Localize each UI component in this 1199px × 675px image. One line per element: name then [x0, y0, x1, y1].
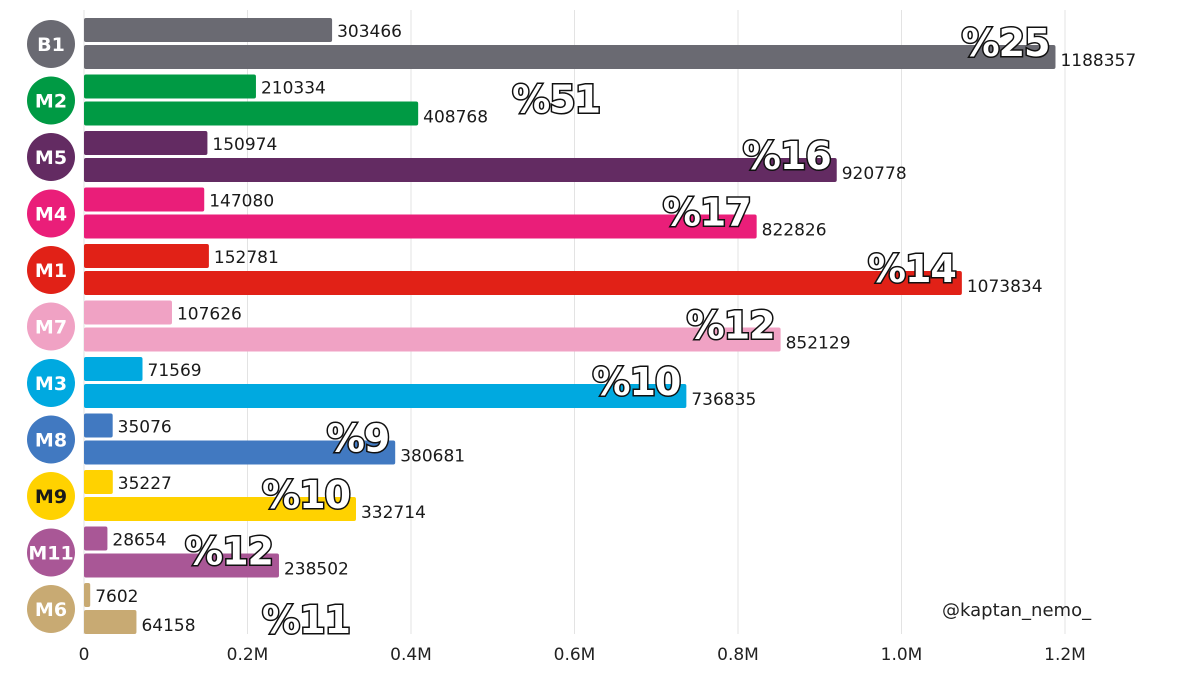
data-label-series2: 736835 — [691, 390, 756, 410]
line-badge-circle — [27, 585, 75, 633]
line-badge-circle — [27, 246, 75, 294]
data-label-series1: 71569 — [148, 361, 202, 381]
data-label-series1: 210334 — [261, 79, 326, 99]
data-label-series1: 303466 — [337, 22, 402, 42]
bar-series2 — [84, 497, 356, 521]
x-tick-label: 0.8M — [717, 645, 759, 665]
watermark-text: @kaptan_nemo_ — [942, 600, 1092, 621]
percent-label: %17 — [663, 191, 751, 235]
percent-label: %12 — [185, 530, 273, 574]
line-badge-label: M8 — [35, 430, 67, 452]
data-label-series2: 332714 — [361, 503, 426, 523]
line-badge-circle — [27, 189, 75, 238]
data-label-series1: 150974 — [212, 135, 277, 155]
line-badge-circle — [27, 20, 75, 68]
line-badge-label: M3 — [35, 373, 67, 395]
line-badge-label: M2 — [35, 91, 67, 113]
x-tick-label: 0.6M — [554, 645, 596, 665]
bar-series2 — [84, 327, 781, 352]
data-label-series1: 35227 — [118, 474, 172, 494]
bar-series1 — [84, 526, 108, 551]
line-badge-circle — [27, 528, 75, 577]
line-badge-label: M6 — [35, 599, 67, 621]
line-badge-circle — [27, 76, 75, 125]
bar-series1 — [84, 583, 91, 607]
data-label-series1: 147080 — [209, 192, 274, 212]
bar-series2 — [84, 45, 1056, 69]
percent-label: %10 — [262, 473, 350, 517]
line-badge-label: M9 — [35, 486, 67, 508]
bar-series1 — [84, 74, 256, 99]
percent-label: %16 — [743, 134, 831, 178]
bar-series2 — [84, 214, 757, 239]
bar-series1 — [84, 357, 143, 381]
bar-series2 — [84, 440, 396, 465]
bar-series2 — [84, 271, 962, 295]
x-tick-label: 1.0M — [881, 645, 923, 665]
percent-label: %10 — [592, 360, 680, 404]
bar-series2 — [84, 384, 687, 408]
bar-series1 — [84, 187, 205, 212]
bar-series1 — [84, 244, 209, 268]
data-label-series2: 852129 — [786, 334, 851, 354]
line-badge-label: B1 — [37, 34, 65, 56]
data-label-series2: 822826 — [762, 221, 827, 241]
x-tick-label: 1.2M — [1044, 645, 1086, 665]
data-label-series2: 64158 — [141, 616, 195, 636]
line-badge-label: M7 — [35, 317, 67, 339]
data-label-series2: 1073834 — [967, 277, 1043, 297]
data-label-series2: 1188357 — [1060, 51, 1136, 71]
percent-label: %51 — [512, 78, 600, 122]
bar-series1 — [84, 18, 333, 42]
percent-label: %9 — [327, 417, 390, 461]
line-badge-circle — [27, 472, 75, 520]
line-badge-circle — [27, 302, 75, 351]
bar-series1 — [84, 413, 113, 438]
line-badge-label: M4 — [35, 204, 67, 226]
percent-label: %14 — [868, 247, 956, 291]
line-badge-label: M11 — [28, 543, 73, 565]
line-badge-label: M1 — [35, 260, 67, 282]
data-label-series1: 107626 — [177, 305, 242, 325]
bar-series1 — [84, 131, 208, 155]
data-label-series1: 28654 — [112, 531, 166, 551]
data-label-series2: 380681 — [400, 447, 465, 467]
data-label-series2: 920778 — [842, 164, 907, 184]
percent-label: %11 — [262, 598, 350, 642]
data-label-series1: 152781 — [214, 248, 279, 268]
bar-series1 — [84, 470, 113, 494]
bar-series2 — [84, 553, 279, 578]
data-label-series2: 408768 — [423, 108, 488, 128]
bar-series2 — [84, 158, 837, 182]
x-tick-label: 0 — [79, 645, 90, 665]
bar-series1 — [84, 300, 172, 325]
line-badge-circle — [27, 359, 75, 407]
bar-series2 — [84, 101, 419, 126]
line-badge-circle — [27, 133, 75, 181]
data-label-series1: 7602 — [95, 587, 138, 607]
x-tick-label: 0.2M — [227, 645, 269, 665]
line-badge-circle — [27, 415, 75, 464]
data-label-series2: 238502 — [284, 560, 349, 580]
data-label-series1: 35076 — [118, 418, 172, 438]
line-badge-label: M5 — [35, 147, 67, 169]
x-tick-label: 0.4M — [390, 645, 432, 665]
bar-series2 — [84, 610, 137, 634]
percent-label: %12 — [687, 304, 775, 348]
percent-label: %25 — [962, 21, 1050, 65]
